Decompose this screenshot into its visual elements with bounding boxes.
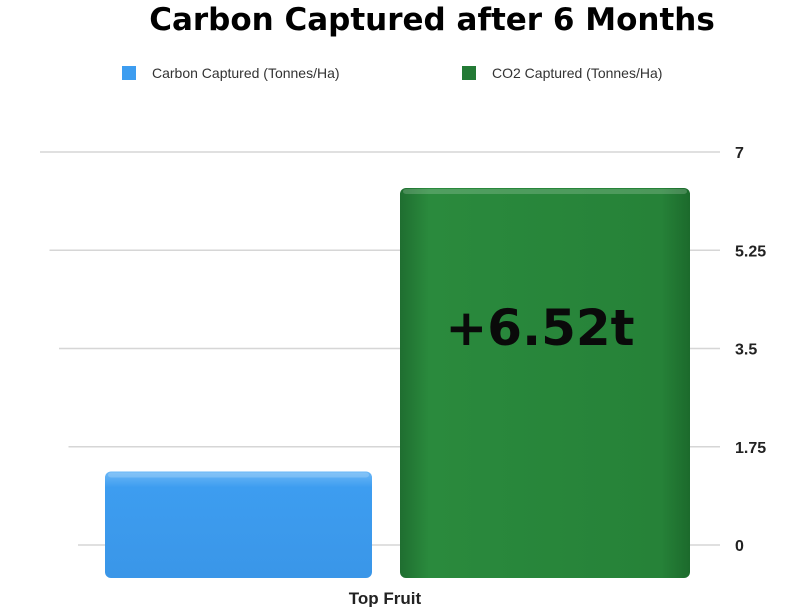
bar-highlight (108, 472, 369, 478)
legend-swatch (122, 66, 136, 80)
y-tick-label: 0 (735, 538, 744, 555)
y-axis-ticks: 0 1.75 3.5 5.25 7 (735, 145, 766, 555)
legend-label: Carbon Captured (Tonnes/Ha) (152, 65, 340, 81)
bar (400, 188, 690, 578)
legend-swatch (462, 66, 476, 80)
y-tick-label: 1.75 (735, 440, 766, 457)
chart-title: Carbon Captured after 6 Months (149, 2, 715, 38)
y-tick-label: 5.25 (735, 243, 766, 260)
y-tick-label: 7 (735, 145, 744, 162)
category-label: Top Fruit (349, 589, 422, 607)
bars (105, 188, 690, 578)
bar-highlight (403, 189, 687, 194)
legend-label: CO2 Captured (Tonnes/Ha) (492, 65, 662, 81)
bar (105, 471, 372, 578)
y-tick-label: 3.5 (735, 342, 757, 359)
legend: Carbon Captured (Tonnes/Ha) CO2 Captured … (122, 65, 662, 81)
bar-annotation: +6.52t (445, 299, 634, 357)
